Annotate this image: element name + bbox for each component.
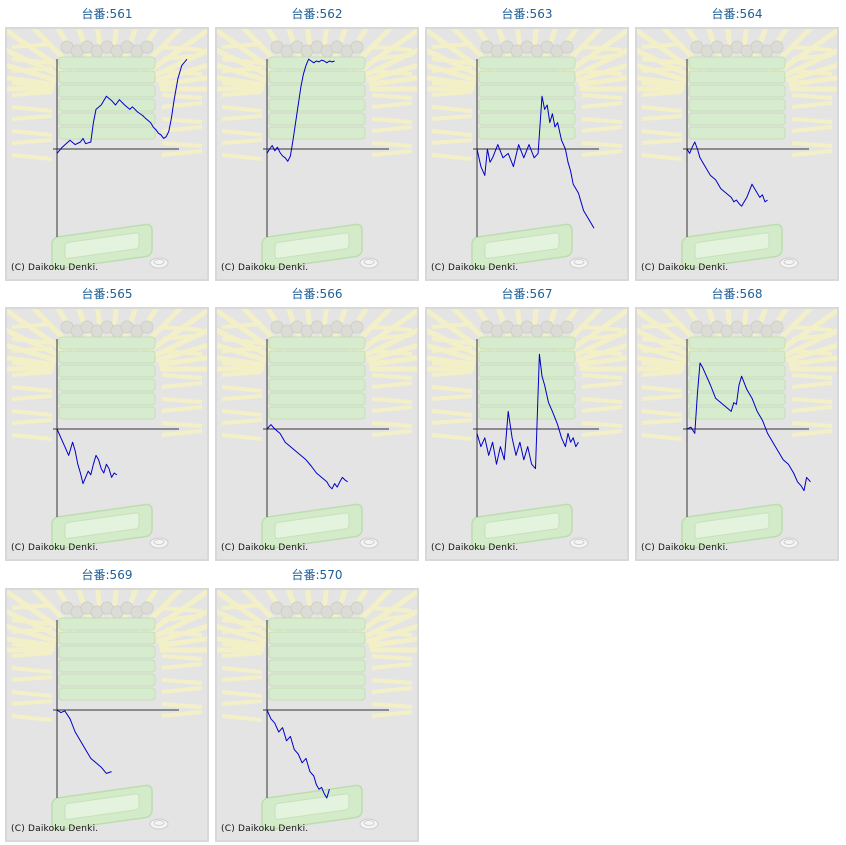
copyright-text: (C) Daikoku Denki.	[641, 263, 729, 273]
background-art	[427, 309, 627, 550]
slump-graph	[7, 29, 207, 270]
machine-number-link[interactable]: 台番:562	[291, 7, 343, 21]
machine-graph-card: 台番:563 (C) Daikoku Denki.	[425, 3, 629, 281]
copyright-text: (C) Daikoku Denki.	[431, 263, 519, 273]
machine-number-link[interactable]: 台番:569	[81, 568, 133, 582]
background-art	[7, 29, 207, 270]
slump-graph	[217, 590, 417, 831]
background-art	[217, 590, 417, 831]
machine-number-link[interactable]: 台番:567	[501, 287, 553, 301]
slump-graph-panel: (C) Daikoku Denki.	[635, 307, 839, 561]
machine-graph-card: 台番:562 (C) Daikoku Denki.	[215, 3, 419, 281]
background-art	[7, 309, 207, 550]
slump-graph	[427, 309, 627, 550]
slump-graph	[637, 309, 837, 550]
machine-number-link[interactable]: 台番:564	[711, 7, 763, 21]
copyright-text: (C) Daikoku Denki.	[641, 543, 729, 553]
machine-graph-card: 台番:564 (C) Daikoku Denki.	[635, 3, 839, 281]
copyright-text: (C) Daikoku Denki.	[221, 824, 309, 834]
machine-graph-card: 台番:566 (C) Daikoku Denki.	[215, 283, 419, 561]
slump-series-line	[266, 709, 330, 799]
copyright-text: (C) Daikoku Denki.	[11, 824, 99, 834]
machine-number-link[interactable]: 台番:570	[291, 568, 343, 582]
slump-graph	[427, 29, 627, 270]
machine-graph-card: 台番:565 (C) Daikoku Denki.	[5, 283, 209, 561]
machine-graph-card: 台番:567 (C) Daikoku Denki.	[425, 283, 629, 561]
slump-graph-panel: (C) Daikoku Denki.	[215, 588, 419, 842]
background-art	[217, 29, 417, 270]
slump-series-line	[686, 362, 811, 492]
slump-graph-panel: (C) Daikoku Denki.	[5, 588, 209, 842]
machine-number-link[interactable]: 台番:566	[291, 287, 343, 301]
machine-number-link[interactable]: 台番:568	[711, 287, 763, 301]
background-art	[7, 590, 207, 831]
slump-graph	[7, 309, 207, 550]
machine-graph-card: 台番:561 (C) Daikoku Denki.	[5, 3, 209, 281]
copyright-text: (C) Daikoku Denki.	[221, 543, 309, 553]
machine-graph-card: 台番:569 (C) Daikoku Denki.	[5, 564, 209, 842]
slump-graph-panel: (C) Daikoku Denki.	[215, 27, 419, 281]
background-art	[427, 29, 627, 270]
copyright-text: (C) Daikoku Denki.	[431, 543, 519, 553]
slump-series-line	[686, 141, 768, 207]
slump-graph-panel: (C) Daikoku Denki.	[425, 27, 629, 281]
slump-series-line	[476, 95, 595, 229]
machine-number-link[interactable]: 台番:563	[501, 7, 553, 21]
machine-graph-card: 台番:568 (C) Daikoku Denki.	[635, 283, 839, 561]
slump-graph-panel: (C) Daikoku Denki.	[635, 27, 839, 281]
slump-graph-panel: (C) Daikoku Denki.	[425, 307, 629, 561]
slump-series-line	[56, 709, 112, 774]
slump-graph	[217, 29, 417, 270]
slump-series-line	[266, 58, 335, 162]
copyright-text: (C) Daikoku Denki.	[221, 263, 309, 273]
slump-graph-panel: (C) Daikoku Denki.	[5, 307, 209, 561]
background-art	[217, 309, 417, 550]
slump-graph	[7, 590, 207, 831]
slump-graph	[637, 29, 837, 270]
slump-graph-panel: (C) Daikoku Denki.	[5, 27, 209, 281]
slump-series-line	[476, 353, 579, 470]
background-art	[637, 29, 837, 270]
slump-series-line	[56, 428, 118, 485]
slump-graph	[217, 309, 417, 550]
background-art	[637, 309, 837, 550]
slump-series-line	[266, 424, 348, 490]
machine-graph-card: 台番:570 (C) Daikoku Denki.	[215, 564, 419, 842]
slump-graph-panel: (C) Daikoku Denki.	[215, 307, 419, 561]
copyright-text: (C) Daikoku Denki.	[11, 543, 99, 553]
slump-series-line	[56, 58, 188, 154]
copyright-text: (C) Daikoku Denki.	[11, 263, 99, 273]
machine-number-link[interactable]: 台番:561	[81, 7, 133, 21]
machine-number-link[interactable]: 台番:565	[81, 287, 133, 301]
